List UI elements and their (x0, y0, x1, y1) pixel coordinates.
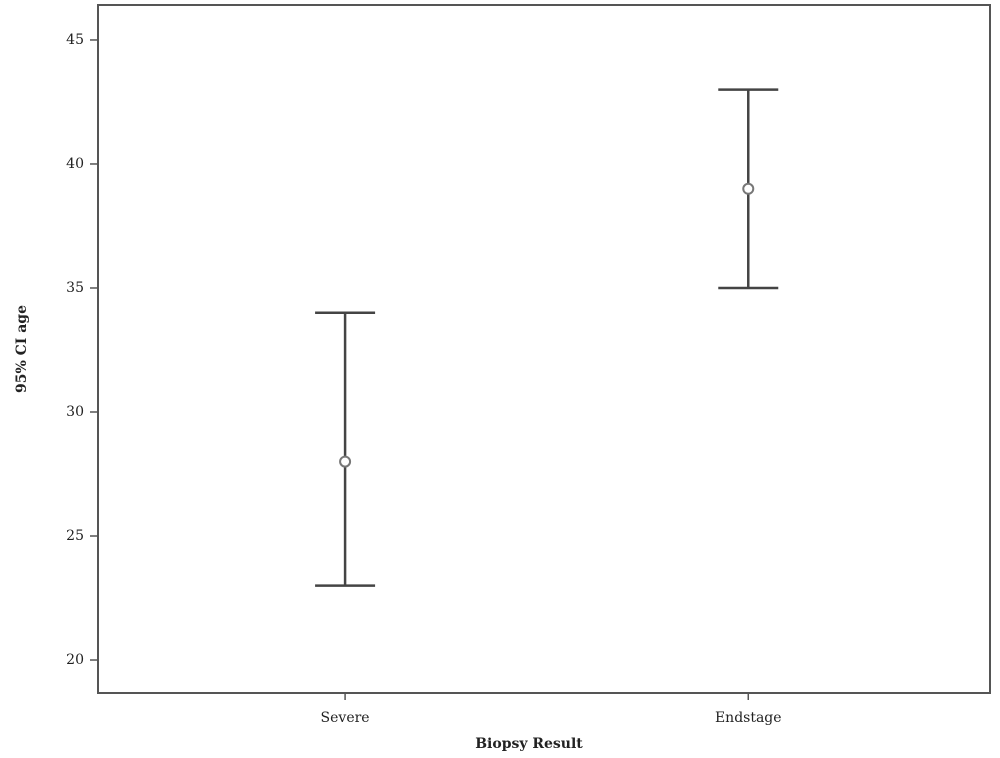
y-tick-label: 35 (66, 280, 84, 296)
y-tick-label: 20 (66, 652, 84, 668)
x-axis-title: Biopsy Result (475, 736, 583, 752)
x-tick-label: Severe (321, 710, 370, 726)
mean-point (339, 455, 352, 468)
mean-point (742, 182, 755, 195)
y-tick-label: 40 (66, 156, 84, 172)
y-tick-label: 45 (66, 32, 84, 48)
y-tick-label: 25 (66, 528, 84, 544)
y-tick-label: 30 (66, 404, 84, 420)
x-tick-label: Endstage (715, 710, 782, 726)
y-axis-title: 95% CI age (14, 305, 30, 393)
plot-frame (97, 4, 991, 694)
